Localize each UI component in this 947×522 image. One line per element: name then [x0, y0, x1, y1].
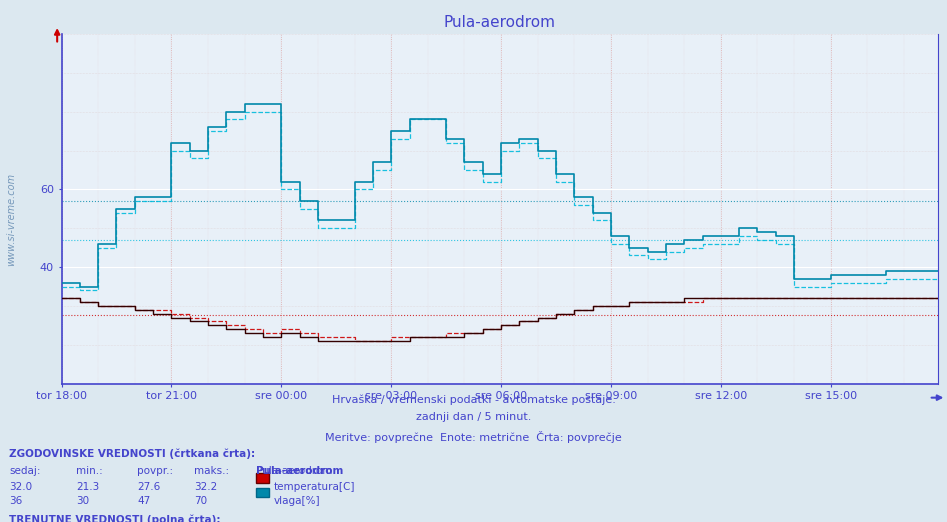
- Text: Pula-aerodrom: Pula-aerodrom: [256, 466, 343, 476]
- Text: temperatura[C]: temperatura[C]: [274, 482, 355, 492]
- Text: 32.0: 32.0: [9, 482, 32, 492]
- Text: vlaga[%]: vlaga[%]: [274, 496, 320, 506]
- Text: Pula-aerodrom: Pula-aerodrom: [256, 466, 332, 476]
- Text: Meritve: povprečne  Enote: metrične  Črta: povprečje: Meritve: povprečne Enote: metrične Črta:…: [325, 431, 622, 443]
- Text: min.:: min.:: [76, 466, 102, 476]
- Text: sedaj:: sedaj:: [9, 466, 41, 476]
- Text: 30: 30: [76, 496, 89, 506]
- Text: ZGODOVINSKE VREDNOSTI (črtkana črta):: ZGODOVINSKE VREDNOSTI (črtkana črta):: [9, 449, 256, 459]
- Text: 27.6: 27.6: [137, 482, 161, 492]
- Text: povpr.:: povpr.:: [137, 466, 173, 476]
- Text: 47: 47: [137, 496, 151, 506]
- Text: TRENUTNE VREDNOSTI (polna črta):: TRENUTNE VREDNOSTI (polna črta):: [9, 515, 221, 522]
- Text: 21.3: 21.3: [76, 482, 99, 492]
- Text: 36: 36: [9, 496, 23, 506]
- Text: Hrvaška / vremenski podatki - avtomatske postaje.: Hrvaška / vremenski podatki - avtomatske…: [331, 394, 616, 405]
- Text: zadnji dan / 5 minut.: zadnji dan / 5 minut.: [416, 412, 531, 422]
- Text: 32.2: 32.2: [194, 482, 218, 492]
- Text: www.si-vreme.com: www.si-vreme.com: [7, 173, 16, 266]
- Title: Pula-aerodrom: Pula-aerodrom: [443, 15, 556, 30]
- Text: 70: 70: [194, 496, 207, 506]
- Text: maks.:: maks.:: [194, 466, 229, 476]
